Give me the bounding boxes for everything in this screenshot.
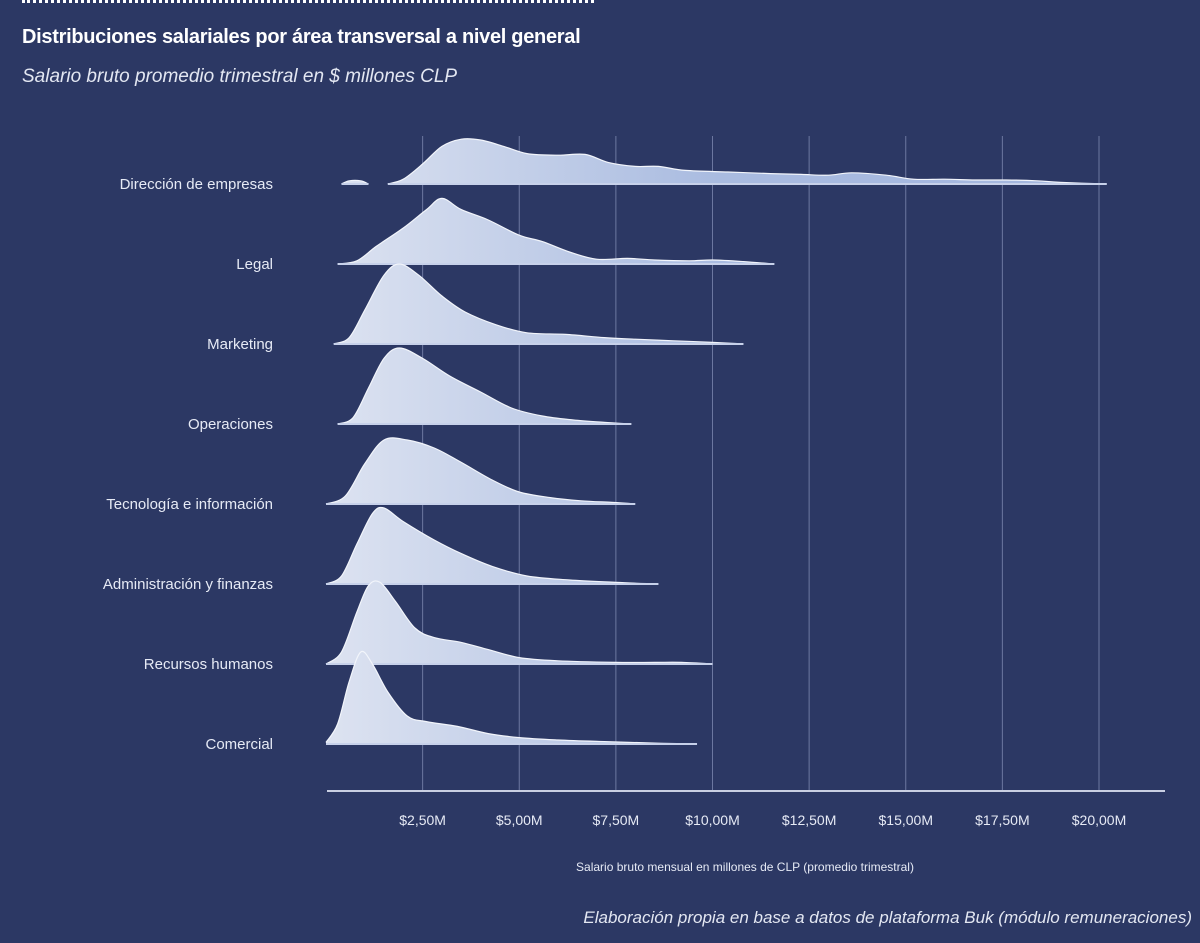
category-label: Operaciones bbox=[188, 416, 273, 433]
category-label: Comercial bbox=[205, 736, 273, 753]
ridges bbox=[325, 138, 1107, 745]
ridge-outline bbox=[325, 506, 659, 585]
ridge-outline bbox=[387, 138, 1107, 185]
ridge-outline bbox=[325, 437, 636, 505]
source-note: Elaboración propia en base a datos de pl… bbox=[583, 908, 1192, 927]
x-tick-label: $10,00M bbox=[685, 812, 739, 828]
category-label: Tecnología e información bbox=[106, 496, 273, 513]
x-tick-label: $12,50M bbox=[782, 812, 836, 828]
category-label: Marketing bbox=[207, 336, 273, 353]
ridge-4 bbox=[337, 347, 632, 425]
x-tick-labels: $2,50M $5,00M $7,50M $10,00M $12,50M $15,00M $… bbox=[399, 812, 1126, 828]
ridge-outline bbox=[333, 263, 744, 345]
gridlines bbox=[422, 136, 1100, 791]
x-tick-label: $20,00M bbox=[1072, 812, 1126, 828]
ridge-3 bbox=[333, 263, 744, 345]
ridge-outline bbox=[341, 179, 369, 185]
ridge-outline bbox=[337, 347, 632, 425]
category-labels: Dirección de empresas Legal Marketing Opera… bbox=[103, 176, 273, 753]
ridge-area bbox=[387, 138, 1107, 184]
category-label: Administración y finanzas bbox=[103, 576, 273, 593]
ridge-outline bbox=[325, 580, 713, 665]
ridge-7 bbox=[325, 580, 713, 665]
x-tick-label: $17,50M bbox=[975, 812, 1029, 828]
ridge-area bbox=[326, 651, 697, 744]
ridge-6 bbox=[325, 506, 659, 585]
ridge-area bbox=[326, 507, 659, 584]
x-tick-label: $15,00M bbox=[879, 812, 933, 828]
ridge-outline bbox=[337, 197, 775, 265]
top-dotted-rule bbox=[22, 0, 594, 7]
ridge-area bbox=[337, 348, 632, 424]
chart-subtitle: Salario bruto promedio trimestral en $ m… bbox=[22, 66, 458, 87]
ridge-area bbox=[333, 264, 744, 344]
x-tick-label: $2,50M bbox=[399, 812, 446, 828]
x-axis-title: Salario bruto mensual en millones de CLP… bbox=[576, 860, 914, 874]
ridge-outline bbox=[325, 650, 698, 745]
ridge-2 bbox=[337, 197, 775, 265]
ridge-area bbox=[326, 580, 713, 664]
ridge-8 bbox=[325, 650, 698, 745]
ridge-5 bbox=[325, 437, 636, 505]
category-label: Dirección de empresas bbox=[120, 176, 273, 193]
x-tick-label: $7,50M bbox=[593, 812, 640, 828]
ridge-1 bbox=[341, 138, 1107, 185]
x-tick-label: $5,00M bbox=[496, 812, 543, 828]
chart-title: Distribuciones salariales por área trans… bbox=[22, 26, 581, 48]
ridge-area bbox=[326, 437, 636, 504]
ridge-area bbox=[337, 198, 775, 264]
category-label: Legal bbox=[236, 256, 273, 273]
category-label: Recursos humanos bbox=[144, 656, 273, 673]
